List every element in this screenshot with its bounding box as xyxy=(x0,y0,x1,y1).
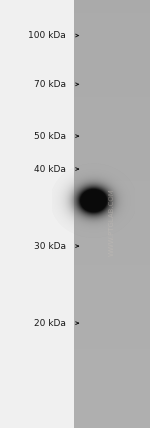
Text: 100 kDa: 100 kDa xyxy=(28,31,66,40)
Text: 40 kDa: 40 kDa xyxy=(34,164,66,174)
Text: 50 kDa: 50 kDa xyxy=(34,131,66,141)
Text: 70 kDa: 70 kDa xyxy=(34,80,66,89)
Text: 30 kDa: 30 kDa xyxy=(34,241,66,251)
Text: 20 kDa: 20 kDa xyxy=(34,318,66,328)
Text: WWW.PTGLAB.COM: WWW.PTGLAB.COM xyxy=(109,189,115,256)
